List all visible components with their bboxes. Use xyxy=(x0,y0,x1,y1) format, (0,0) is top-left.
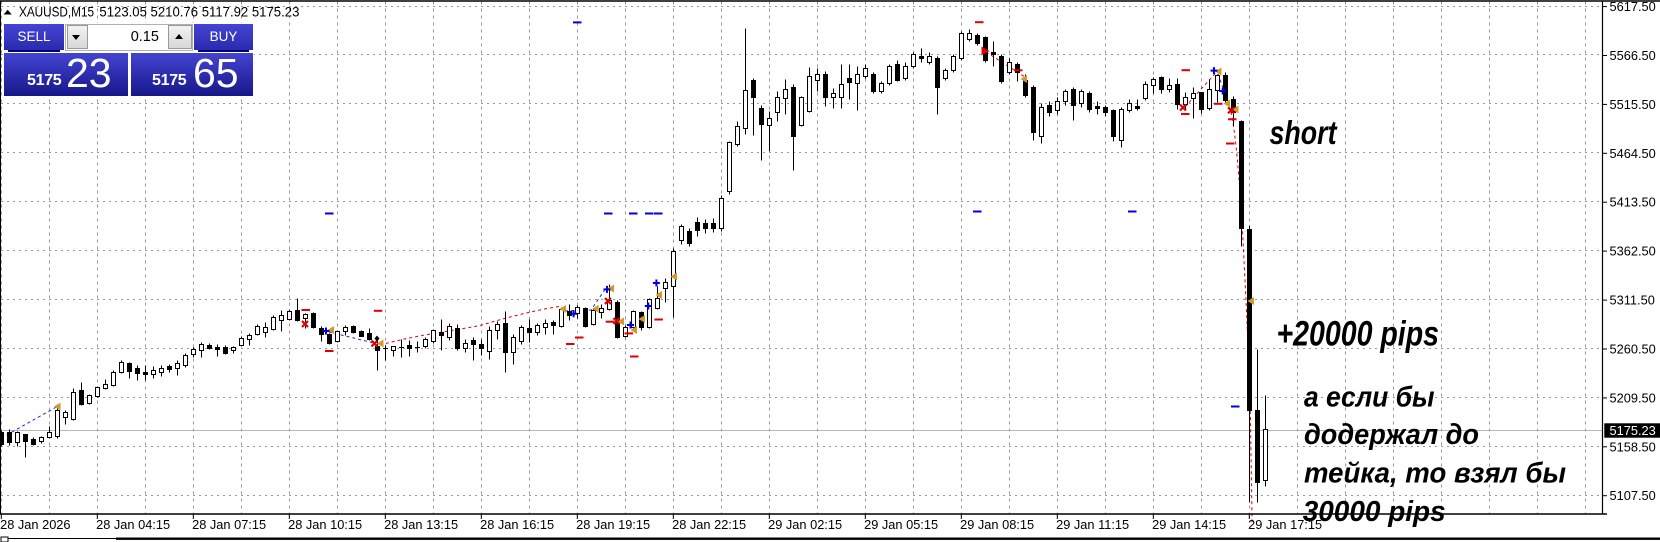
svg-text:28 Jan 07:15: 28 Jan 07:15 xyxy=(192,517,266,532)
svg-text:29 Jan 02:15: 29 Jan 02:15 xyxy=(768,517,842,532)
svg-text:30000 pips: 30000 pips xyxy=(1303,496,1446,528)
svg-text:додержал до: додержал до xyxy=(1304,419,1479,451)
svg-text:XAUUSD,M15: XAUUSD,M15 xyxy=(19,5,94,20)
svg-text:5311.50: 5311.50 xyxy=(1610,293,1655,308)
svg-text:+20000 pips: +20000 pips xyxy=(1277,315,1440,354)
svg-text:5566.50: 5566.50 xyxy=(1610,48,1656,63)
svg-text:5260.50: 5260.50 xyxy=(1610,342,1656,357)
svg-text:28 Jan 10:15: 28 Jan 10:15 xyxy=(288,517,362,532)
svg-text:5175.23: 5175.23 xyxy=(1610,423,1656,438)
svg-text:5107.50: 5107.50 xyxy=(1610,488,1656,503)
svg-text:5362.50: 5362.50 xyxy=(1610,244,1656,259)
svg-text:28 Jan 04:15: 28 Jan 04:15 xyxy=(96,517,170,532)
svg-text:5617.50: 5617.50 xyxy=(1610,0,1656,14)
svg-text:5209.50: 5209.50 xyxy=(1610,390,1656,405)
svg-text:short: short xyxy=(1270,114,1339,151)
svg-text:5413.50: 5413.50 xyxy=(1610,195,1656,210)
svg-text:29 Jan 08:15: 29 Jan 08:15 xyxy=(960,517,1034,532)
svg-text:29 Jan 17:15: 29 Jan 17:15 xyxy=(1248,517,1322,532)
svg-text:а если бы: а если бы xyxy=(1304,382,1435,414)
svg-text:28 Jan 19:15: 28 Jan 19:15 xyxy=(576,517,650,532)
svg-text:28 Jan 13:15: 28 Jan 13:15 xyxy=(384,517,458,532)
svg-text:28 Jan 2026: 28 Jan 2026 xyxy=(0,517,70,532)
svg-text:29 Jan 11:15: 29 Jan 11:15 xyxy=(1056,517,1129,532)
svg-text:тейка, то взял бы: тейка, то взял бы xyxy=(1304,458,1566,490)
svg-text:5158.50: 5158.50 xyxy=(1610,439,1656,454)
svg-text:28 Jan 22:15: 28 Jan 22:15 xyxy=(672,517,746,532)
svg-text:28 Jan 16:15: 28 Jan 16:15 xyxy=(480,517,554,532)
svg-text:5515.50: 5515.50 xyxy=(1610,97,1656,112)
svg-text:29 Jan 05:15: 29 Jan 05:15 xyxy=(864,517,938,532)
svg-text:5464.50: 5464.50 xyxy=(1610,146,1656,161)
svg-text:5123.05 5210.76 5117.92 5175.2: 5123.05 5210.76 5117.92 5175.23 xyxy=(99,5,299,20)
svg-text:29 Jan 14:15: 29 Jan 14:15 xyxy=(1152,517,1226,532)
